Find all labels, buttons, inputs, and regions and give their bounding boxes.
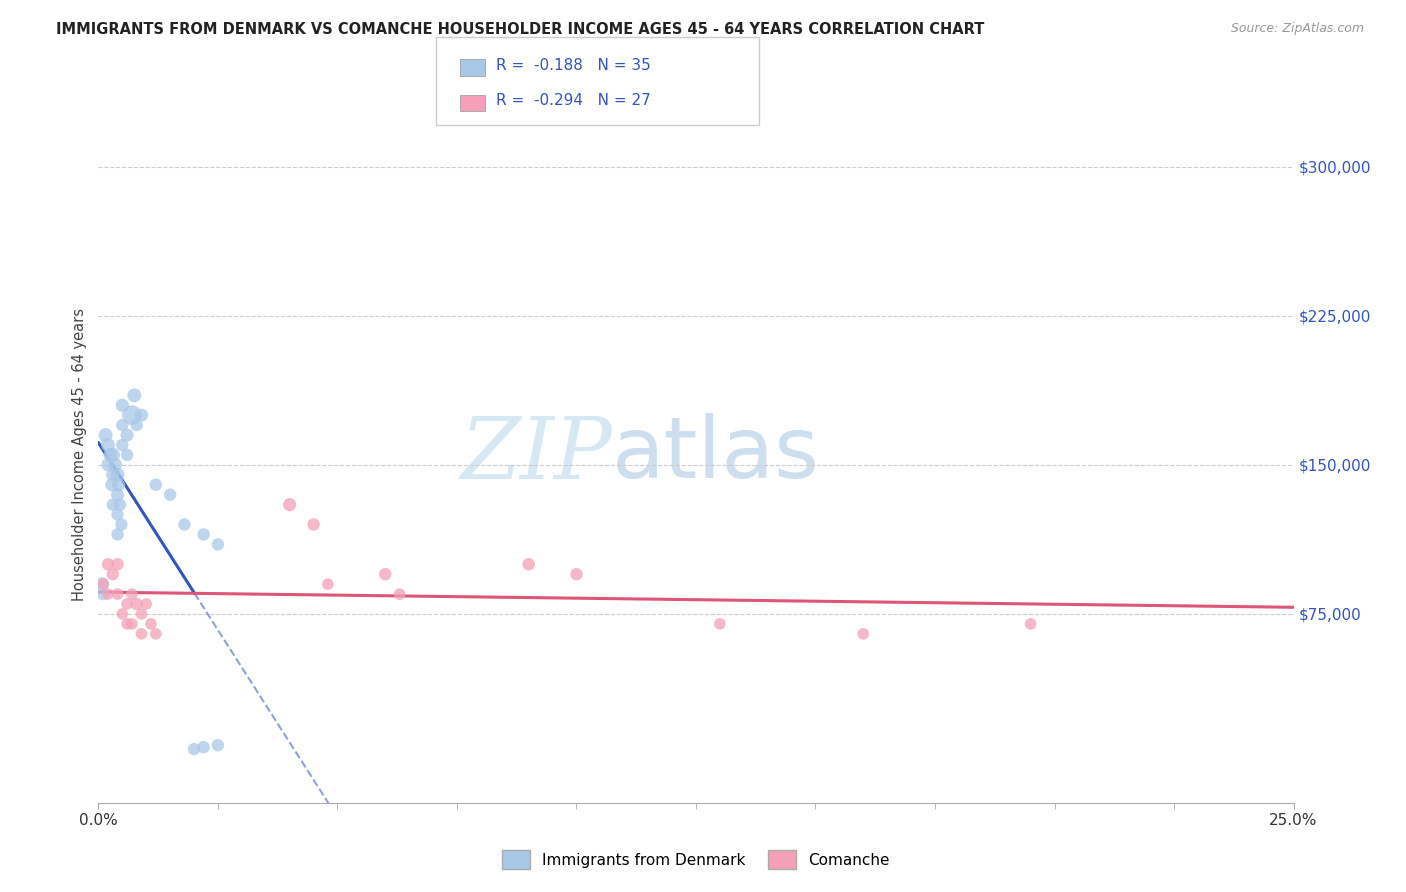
Point bbox=[145, 477, 167, 491]
Point bbox=[121, 587, 143, 601]
Point bbox=[108, 498, 131, 512]
Point bbox=[107, 558, 129, 572]
Point bbox=[517, 558, 540, 572]
Point bbox=[173, 517, 195, 532]
Point bbox=[131, 408, 153, 422]
Point bbox=[97, 587, 120, 601]
Point bbox=[110, 517, 132, 532]
Point bbox=[91, 577, 114, 591]
Point bbox=[193, 740, 215, 755]
Point bbox=[183, 742, 205, 756]
Point bbox=[125, 597, 148, 611]
Point bbox=[115, 616, 138, 631]
Point bbox=[107, 477, 129, 491]
Point bbox=[111, 398, 134, 412]
Point bbox=[115, 597, 138, 611]
Point bbox=[97, 458, 120, 472]
Point bbox=[124, 388, 146, 402]
Point bbox=[302, 517, 325, 532]
Point bbox=[111, 607, 134, 621]
Point bbox=[98, 448, 122, 462]
Point bbox=[101, 498, 124, 512]
Point bbox=[852, 627, 875, 641]
Text: atlas: atlas bbox=[613, 413, 820, 497]
Point bbox=[101, 477, 124, 491]
Point bbox=[145, 627, 167, 641]
Point bbox=[159, 488, 181, 502]
Point bbox=[1019, 616, 1042, 631]
Point bbox=[101, 567, 124, 582]
Point bbox=[101, 467, 124, 482]
Point bbox=[709, 616, 731, 631]
Point bbox=[131, 627, 153, 641]
Point bbox=[111, 438, 134, 452]
Point bbox=[107, 467, 129, 482]
Text: Source: ZipAtlas.com: Source: ZipAtlas.com bbox=[1230, 22, 1364, 36]
Point bbox=[207, 537, 229, 551]
Text: ZIP: ZIP bbox=[460, 414, 613, 496]
Point bbox=[135, 597, 157, 611]
Point bbox=[388, 587, 411, 601]
Y-axis label: Householder Income Ages 45 - 64 years: Householder Income Ages 45 - 64 years bbox=[72, 309, 87, 601]
Point bbox=[193, 527, 215, 541]
Point bbox=[115, 448, 138, 462]
Point bbox=[107, 508, 129, 522]
Point bbox=[107, 587, 129, 601]
Point bbox=[374, 567, 396, 582]
Text: R =  -0.188   N = 35: R = -0.188 N = 35 bbox=[496, 58, 651, 73]
Point bbox=[131, 607, 153, 621]
Point bbox=[107, 488, 129, 502]
Point bbox=[121, 616, 143, 631]
Point bbox=[565, 567, 588, 582]
Point bbox=[125, 418, 148, 433]
Point bbox=[139, 616, 162, 631]
Text: IMMIGRANTS FROM DENMARK VS COMANCHE HOUSEHOLDER INCOME AGES 45 - 64 YEARS CORREL: IMMIGRANTS FROM DENMARK VS COMANCHE HOUS… bbox=[56, 22, 984, 37]
Point bbox=[91, 577, 114, 591]
Point bbox=[94, 428, 117, 442]
Point bbox=[316, 577, 339, 591]
Legend: Immigrants from Denmark, Comanche: Immigrants from Denmark, Comanche bbox=[496, 845, 896, 875]
Point bbox=[111, 418, 134, 433]
Text: R =  -0.294   N = 27: R = -0.294 N = 27 bbox=[496, 93, 651, 108]
Point bbox=[278, 498, 301, 512]
Point bbox=[97, 438, 120, 452]
Point bbox=[115, 428, 138, 442]
Point bbox=[121, 408, 143, 422]
Point bbox=[104, 458, 127, 472]
Point bbox=[97, 558, 120, 572]
Point bbox=[91, 587, 114, 601]
Point bbox=[101, 448, 124, 462]
Point bbox=[207, 738, 229, 752]
Point bbox=[107, 527, 129, 541]
